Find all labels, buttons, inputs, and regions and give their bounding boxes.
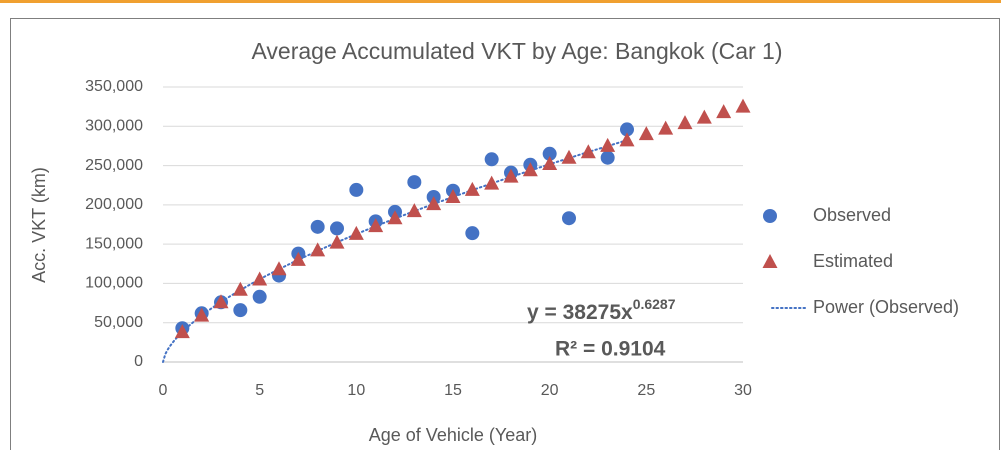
legend-marker [762,254,778,268]
y-tick-label: 200,000 [85,196,143,213]
estimated-point [290,251,306,266]
y-tick-label: 250,000 [85,157,143,174]
y-tick-label: 350,000 [85,78,143,95]
estimated-point [522,162,538,177]
estimated-point [310,242,326,257]
estimated-point [638,126,654,141]
x-tick-label: 0 [159,382,168,399]
y-axis-label: Acc. VKT (km) [29,167,49,283]
x-tick-label: 15 [444,382,462,399]
estimated-point [561,149,577,164]
estimated-point [619,132,635,147]
estimated-point [213,294,229,309]
observed-point [600,150,615,165]
estimated-point [464,181,480,196]
estimated-point [716,104,732,119]
estimated-point [232,281,248,296]
x-tick-label: 30 [734,382,752,399]
legend-marker [763,209,777,223]
y-tick-label: 50,000 [94,314,143,331]
equation-exponent: 0.6287 [633,296,676,312]
estimated-point [194,307,210,322]
observed-point [542,146,557,161]
estimated-point [329,234,345,249]
observed-point [330,221,344,236]
estimated-point [387,210,403,225]
r-squared: R² = 0.9104 [555,338,666,361]
observed-point [562,211,576,226]
estimated-point [677,115,693,130]
y-tick-label: 100,000 [85,275,143,292]
observed-point [233,303,248,318]
observed-point [310,219,325,234]
y-tick-label: 150,000 [85,235,143,252]
estimated-point [542,156,558,170]
trendline [162,139,628,363]
estimated-point [174,324,190,339]
x-axis-label: Age of Vehicle (Year) [369,425,537,445]
y-tick-label: 300,000 [85,118,143,135]
estimated-point [406,203,422,218]
estimated-point [484,175,500,190]
legend-label: Observed [813,205,891,225]
observed-point [407,175,422,190]
estimated-point [658,120,674,135]
observed-point [484,152,499,167]
legend-label: Estimated [813,251,893,271]
legend-label: Power (Observed) [813,297,959,317]
estimated-point [580,144,596,159]
estimated-point [368,218,384,233]
estimated-point [696,109,712,124]
equation-text: y = 38275x [527,301,633,324]
observed-point [465,226,480,241]
observed-point [349,182,364,197]
estimated-point [426,196,442,211]
top-accent [0,0,1001,3]
y-tick-label: 0 [134,353,143,370]
estimated-point [600,137,616,152]
trendline-equation: y = 38275x0.6287 [527,296,676,324]
estimated-point [735,98,751,113]
estimated-point [445,189,461,203]
chart-title: Average Accumulated VKT by Age: Bangkok … [252,38,783,64]
x-tick-label: 10 [347,382,365,399]
chart-border [10,18,1000,450]
x-tick-label: 20 [541,382,559,399]
observed-point [620,122,634,137]
x-tick-label: 5 [255,382,264,399]
x-tick-label: 25 [637,382,655,399]
estimated-point [348,225,364,240]
observed-point [252,289,267,304]
estimated-point [271,261,287,276]
estimated-point [252,271,268,286]
estimated-point [503,168,519,183]
